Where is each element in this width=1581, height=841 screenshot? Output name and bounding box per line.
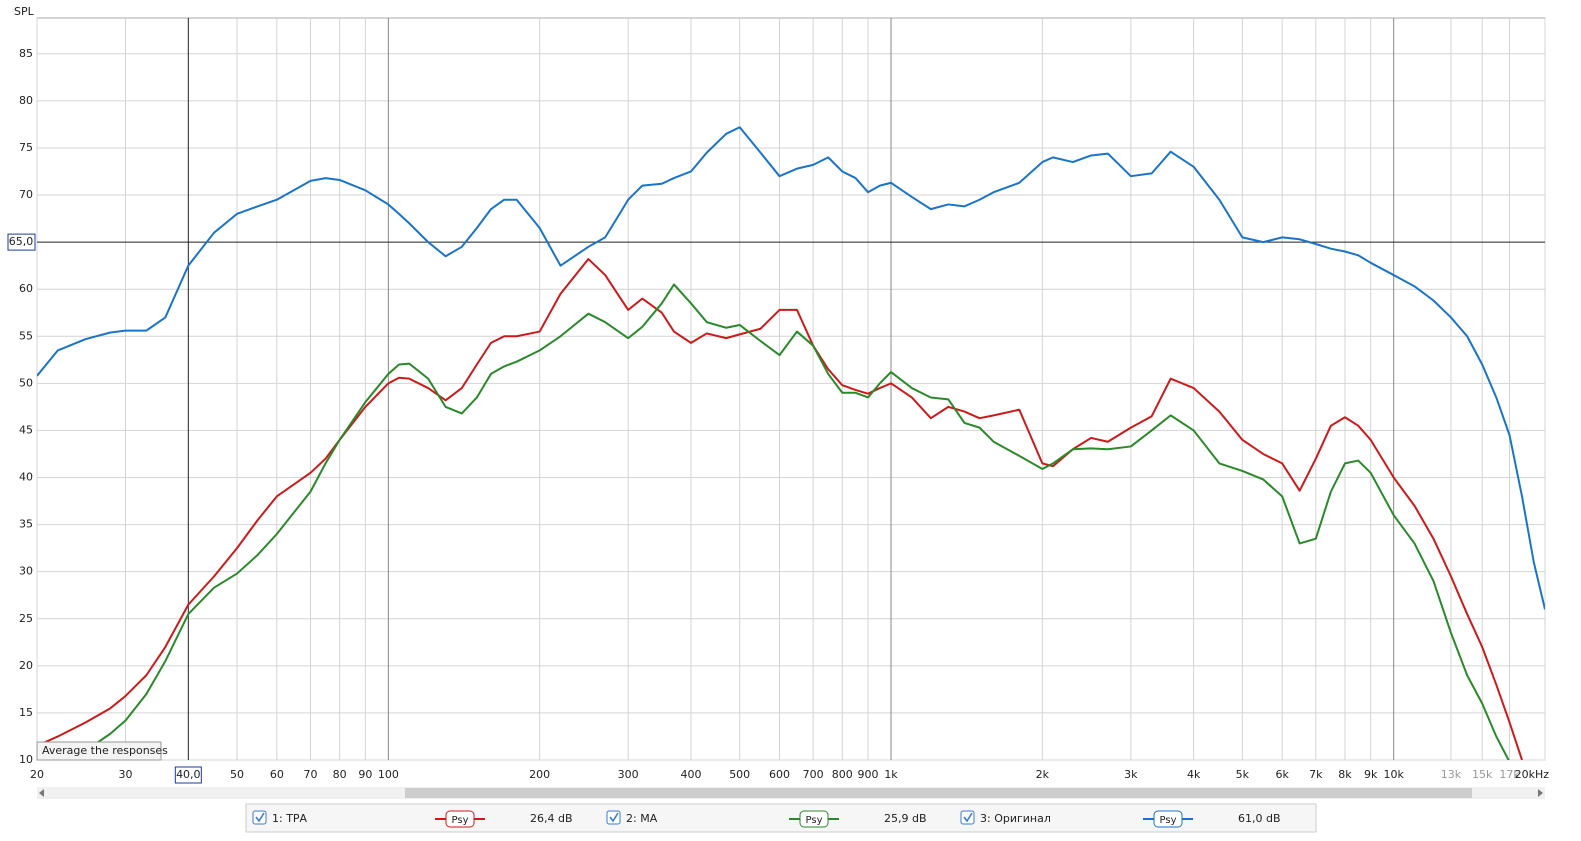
x-tick-label: 70 (303, 768, 317, 781)
x-tick-label: 1k (884, 768, 898, 781)
scroll-right[interactable] (1538, 789, 1543, 797)
y-tick-label: 50 (19, 376, 33, 389)
plot-area (36, 17, 1546, 761)
x-tick-label: 60 (270, 768, 284, 781)
tooltip-box (36, 741, 162, 761)
x-tick-label: 6k (1275, 768, 1289, 781)
legend-name: 1: ТРА (272, 812, 308, 825)
legend-checkmark (255, 812, 265, 823)
x-tick-label: 8k (1338, 768, 1352, 781)
scroll-left[interactable] (39, 789, 44, 797)
smoothing-label: Psy (1160, 815, 1177, 826)
x-tick-label: 2k (1036, 768, 1050, 781)
y-tick-label: 45 (19, 423, 33, 436)
x-tick-label: 3k (1124, 768, 1138, 781)
y-tick-label: 30 (19, 565, 33, 578)
cursor-y-box (7, 233, 36, 251)
x-tick-label: 600 (769, 768, 790, 781)
legend-checkbox[interactable] (606, 810, 621, 825)
y-tick-label: 15 (19, 706, 33, 719)
legend-checkmark (963, 812, 973, 823)
x-tick-label: 13k (1441, 768, 1462, 781)
cursor-x-label: 40,0 (176, 768, 201, 781)
y-axis-label: SPL (14, 5, 35, 18)
x-tick-label: 10k (1383, 768, 1404, 781)
y-tick-label: 75 (19, 141, 33, 154)
y-tick-label: 70 (19, 188, 33, 201)
x-tick-label: 300 (618, 768, 639, 781)
y-tick-label: 10 (19, 753, 33, 766)
x-tick-label: 500 (729, 768, 750, 781)
legend-name: 3: Оригинал (980, 812, 1051, 825)
x-tick-label: 50 (230, 768, 244, 781)
y-tick-label: 40 (19, 471, 33, 484)
x-tick-label: 9k (1364, 768, 1378, 781)
x-tick-label: 17k (1499, 768, 1520, 781)
smoothing-label: Psy (806, 815, 823, 826)
legend-checkbox[interactable] (960, 810, 975, 825)
cursor-y-label: 65,0 (9, 235, 34, 248)
x-tick-label: 200 (529, 768, 550, 781)
y-tick-label: 35 (19, 518, 33, 531)
legend-checkmark (609, 812, 619, 823)
x-tick-label: 20kHz (1515, 768, 1550, 781)
x-tick-label: 700 (803, 768, 824, 781)
legend-checkbox[interactable] (252, 810, 267, 825)
x-tick-label: 900 (858, 768, 879, 781)
x-tick-label: 15k (1472, 768, 1493, 781)
x-tick-label: 400 (680, 768, 701, 781)
series-line (37, 126, 1545, 610)
x-tick-label: 80 (333, 768, 347, 781)
series-line (85, 283, 1510, 760)
y-tick-label: 60 (19, 282, 33, 295)
legend-offset: 25,9 dB (884, 812, 927, 825)
smoothing-label: Psy (452, 815, 469, 826)
smoothing-button[interactable] (445, 810, 475, 828)
tooltip-text: Average the responses (42, 744, 168, 757)
y-tick-label: 80 (19, 94, 33, 107)
x-tick-label: 5k (1236, 768, 1250, 781)
x-tick-label: 100 (378, 768, 399, 781)
y-tick-label: 20 (19, 659, 33, 672)
x-tick-label: 90 (358, 768, 372, 781)
y-tick-label: 25 (19, 612, 33, 625)
smoothing-button[interactable] (799, 810, 829, 828)
x-tick-label: 800 (832, 768, 853, 781)
x-tick-label: 4k (1187, 768, 1201, 781)
y-tick-label: 85 (19, 47, 33, 60)
legend-name: 2: МА (626, 812, 658, 825)
scrollbar-thumb[interactable] (405, 788, 1472, 798)
x-tick-label: 20 (30, 768, 44, 781)
legend-offset: 26,4 dB (530, 812, 573, 825)
x-tick-label: 30 (119, 768, 133, 781)
legend-offset: 61,0 dB (1238, 812, 1281, 825)
y-tick-label: 55 (19, 329, 33, 342)
x-tick-label: 7k (1309, 768, 1323, 781)
smoothing-button[interactable] (1153, 810, 1183, 828)
legend-bar (245, 803, 1317, 833)
cursor-x-box (174, 766, 202, 784)
